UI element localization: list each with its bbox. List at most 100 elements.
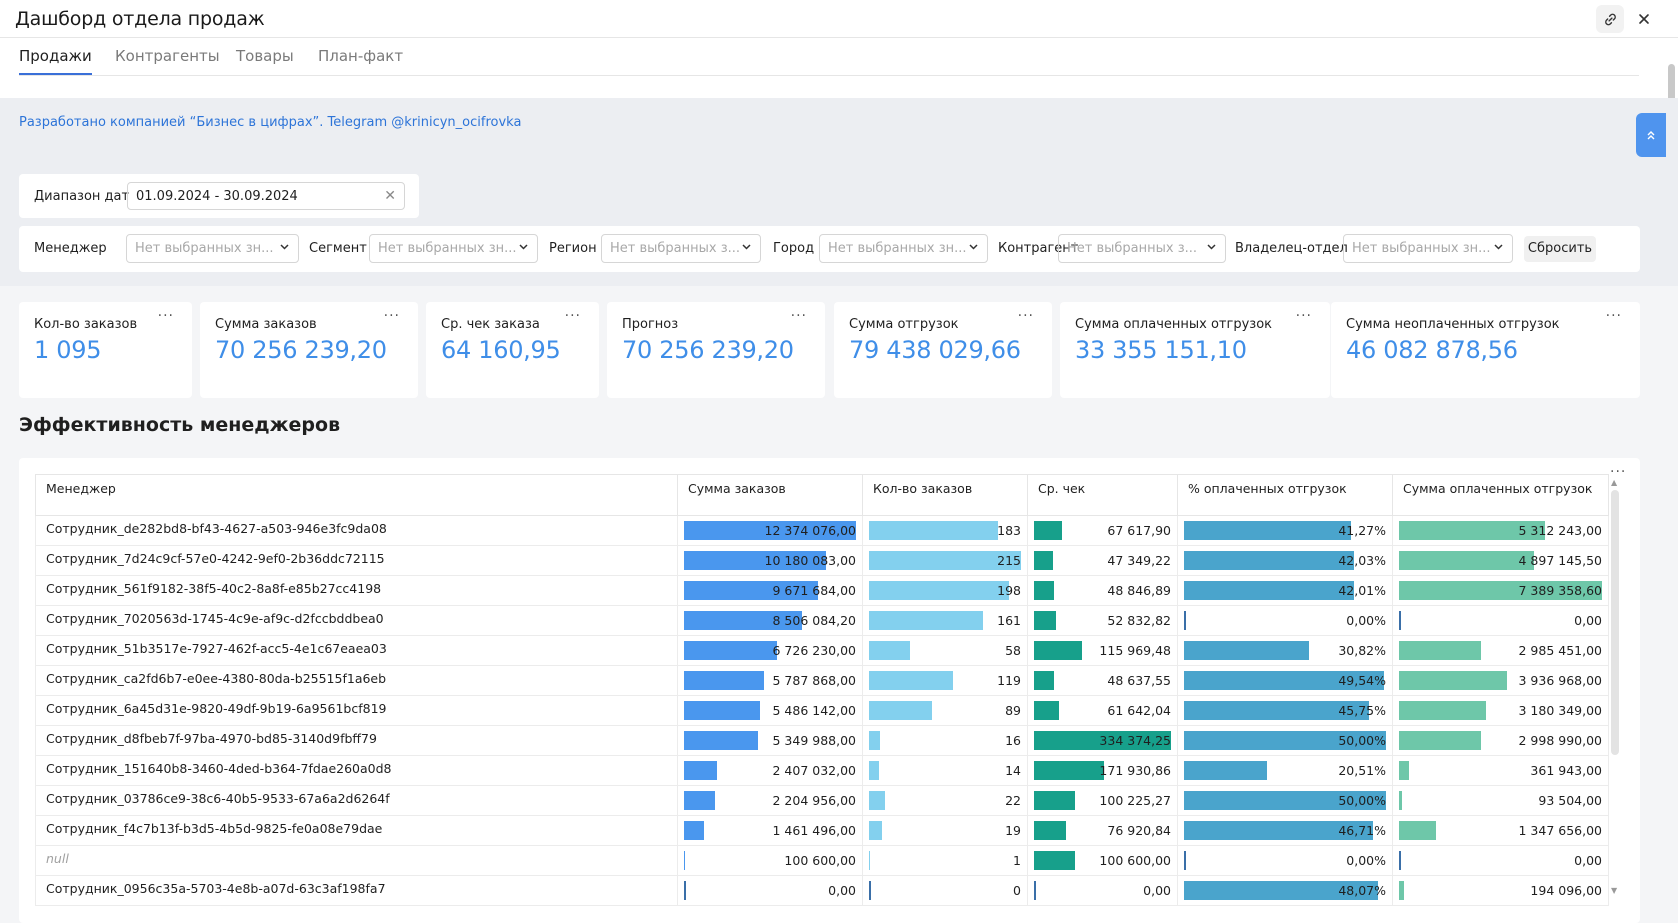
bar-orders-sum: [684, 731, 759, 750]
kpi-card-paid-shipments: Сумма оплаченных отгрузок 33 355 151,10 …: [1060, 302, 1330, 398]
credit-link[interactable]: Разработано компанией “Бизнес в цифрах”.…: [19, 115, 522, 130]
column-header-orders-count[interactable]: Кол-во заказов: [862, 474, 1028, 516]
column-header-manager[interactable]: Менеджер: [35, 474, 678, 516]
value-paid-sum: 4 897 145,50: [1518, 553, 1603, 568]
bar-paid-percent: [1184, 821, 1373, 840]
value-orders-sum: 100 600,00: [784, 853, 856, 868]
bar-orders-sum: [684, 611, 803, 630]
reset-filters-button[interactable]: Сбросить: [1524, 236, 1596, 262]
value-paid-sum: 1 347 656,00: [1518, 823, 1603, 838]
tab-products[interactable]: Товары: [236, 47, 294, 65]
chevron-down-icon: [518, 241, 529, 255]
column-header-orders-sum[interactable]: Сумма заказов: [677, 474, 863, 516]
tab-counterparties[interactable]: Контрагенты: [115, 47, 220, 65]
value-paid-sum: 2 985 451,00: [1518, 643, 1603, 658]
filter-counterparty-select[interactable]: Нет выбранных з...: [1058, 234, 1226, 263]
link-icon[interactable]: [1596, 5, 1624, 33]
bar-avg-check: [1034, 881, 1036, 900]
collapse-up-icon[interactable]: [1636, 113, 1666, 157]
bar-orders-sum: [684, 551, 826, 570]
bar-paid-percent: [1184, 701, 1369, 720]
page-title: Дашборд отдела продаж: [15, 8, 265, 30]
cell-avg-check: 67 617,90: [1027, 515, 1178, 546]
value-orders-count: 58: [1005, 643, 1021, 658]
kpi-card-shipments-sum: Сумма отгрузок 79 438 029,66 ···: [834, 302, 1052, 398]
tab-plan-fact[interactable]: План-факт: [318, 47, 404, 65]
close-icon[interactable]: [1630, 5, 1658, 33]
column-header-paid-sum[interactable]: Сумма оплаченных отгрузок: [1392, 474, 1609, 516]
kpi-card-orders-sum: Сумма заказов 70 256 239,20 ···: [200, 302, 418, 398]
filter-owner-department-select[interactable]: Нет выбранных зн...: [1343, 234, 1513, 263]
cell-paid-percent: 30,82%: [1177, 635, 1393, 666]
table-scrollbar[interactable]: [1611, 490, 1619, 755]
value-orders-count: 119: [997, 673, 1021, 688]
table-row[interactable]: Сотрудник_f4c7b13f-b3d5-4b5d-9825-fe0a08…: [35, 815, 1609, 846]
kpi-value: 46 082 878,56: [1346, 336, 1518, 364]
filter-segment-select[interactable]: Нет выбранных зн...: [369, 234, 538, 263]
filter-region-label: Регион: [549, 241, 597, 256]
bar-orders-sum: [684, 881, 686, 900]
column-header-paid-percent[interactable]: % оплаченных отгрузок: [1177, 474, 1393, 516]
table-row[interactable]: Сотрудник_0956c35a-5703-4e8b-a07d-63c3af…: [35, 875, 1609, 906]
cell-manager: Сотрудник_561f9182-38f5-40c2-8a8f-e85b27…: [35, 575, 678, 606]
more-icon[interactable]: ···: [383, 308, 400, 324]
more-icon[interactable]: ···: [564, 308, 581, 324]
kpi-card-orders-count: Кол-во заказов 1 095 ···: [19, 302, 192, 398]
value-paid-sum: 0,00: [1574, 613, 1602, 628]
more-icon[interactable]: ···: [1610, 464, 1627, 480]
table-row[interactable]: Сотрудник_03786ce9-38c6-40b5-9533-67a6a2…: [35, 785, 1609, 816]
value-avg-check: 334 374,25: [1099, 733, 1171, 748]
clear-icon[interactable]: ✕: [384, 188, 396, 204]
more-icon[interactable]: ···: [1605, 308, 1622, 324]
date-range-input[interactable]: 01.09.2024 - 30.09.2024 ✕: [127, 182, 405, 210]
bar-orders-sum: [684, 701, 761, 720]
table-row[interactable]: Сотрудник_151640b8-3460-4ded-b364-7fdae2…: [35, 755, 1609, 786]
table-row[interactable]: Сотрудник_51b3517e-7927-462f-acc5-4e1c67…: [35, 635, 1609, 666]
value-avg-check: 171 930,86: [1099, 763, 1171, 778]
value-avg-check: 100 225,27: [1099, 793, 1171, 808]
value-paid-sum: 93 504,00: [1538, 793, 1602, 808]
bar-avg-check: [1034, 521, 1062, 540]
column-header-avg-check[interactable]: Ср. чек: [1027, 474, 1178, 516]
bar-orders-count: [869, 791, 885, 810]
table-row[interactable]: Сотрудник_7d24c9cf-57e0-4242-9ef0-2b36dd…: [35, 545, 1609, 576]
value-paid-sum: 5 312 243,00: [1518, 523, 1603, 538]
scroll-down-icon[interactable]: ▼: [1611, 886, 1618, 895]
more-icon[interactable]: ···: [1295, 308, 1312, 324]
filter-region-select[interactable]: Нет выбранных з...: [601, 234, 761, 263]
table-row[interactable]: Сотрудник_6a45d31e-9820-49df-9b19-6a9561…: [35, 695, 1609, 726]
bar-orders-sum: [684, 761, 718, 780]
table-row[interactable]: null 100 600,00 1 100 600,00 0,00% 0,00: [35, 845, 1609, 876]
bar-avg-check: [1034, 731, 1171, 750]
tab-sales[interactable]: Продажи: [19, 47, 92, 75]
bar-orders-sum: [684, 671, 765, 690]
value-orders-count: 1: [1013, 853, 1021, 868]
cell-avg-check: 0,00: [1027, 875, 1178, 906]
table-row[interactable]: Сотрудник_7020563d-1745-4c9e-af9c-d2fccb…: [35, 605, 1609, 636]
cell-avg-check: 52 832,82: [1027, 605, 1178, 636]
value-paid-sum: 3 180 349,00: [1518, 703, 1603, 718]
more-icon[interactable]: ···: [790, 308, 807, 324]
more-icon[interactable]: ···: [157, 308, 174, 324]
cell-avg-check: 171 930,86: [1027, 755, 1178, 786]
cell-paid-percent: 41,27%: [1177, 515, 1393, 546]
value-avg-check: 48 637,55: [1107, 673, 1171, 688]
cell-avg-check: 115 969,48: [1027, 635, 1178, 666]
table-row[interactable]: Сотрудник_561f9182-38f5-40c2-8a8f-e85b27…: [35, 575, 1609, 606]
more-icon[interactable]: ···: [1017, 308, 1034, 324]
value-orders-count: 0: [1013, 883, 1021, 898]
table-row[interactable]: Сотрудник_de282bd8-bf43-4627-a503-946e3f…: [35, 515, 1609, 546]
cell-paid-percent: 49,54%: [1177, 665, 1393, 696]
filter-manager-select[interactable]: Нет выбранных зн...: [126, 234, 299, 263]
value-paid-sum: 0,00: [1574, 853, 1602, 868]
filter-city-select[interactable]: Нет выбранных зн...: [819, 234, 988, 263]
cell-orders-count: 58: [862, 635, 1028, 666]
value-orders-sum: 5 787 868,00: [772, 673, 857, 688]
cell-avg-check: 48 846,89: [1027, 575, 1178, 606]
table-row[interactable]: Сотрудник_d8fbeb7f-97ba-4970-bd85-3140d9…: [35, 725, 1609, 756]
scroll-up-icon[interactable]: ▲: [1611, 478, 1618, 487]
cell-manager: Сотрудник_f4c7b13f-b3d5-4b5d-9825-fe0a08…: [35, 815, 678, 846]
value-paid-percent: 0,00%: [1346, 613, 1386, 628]
table-row[interactable]: Сотрудник_ca2fd6b7-e0ee-4380-80da-b25515…: [35, 665, 1609, 696]
cell-avg-check: 48 637,55: [1027, 665, 1178, 696]
